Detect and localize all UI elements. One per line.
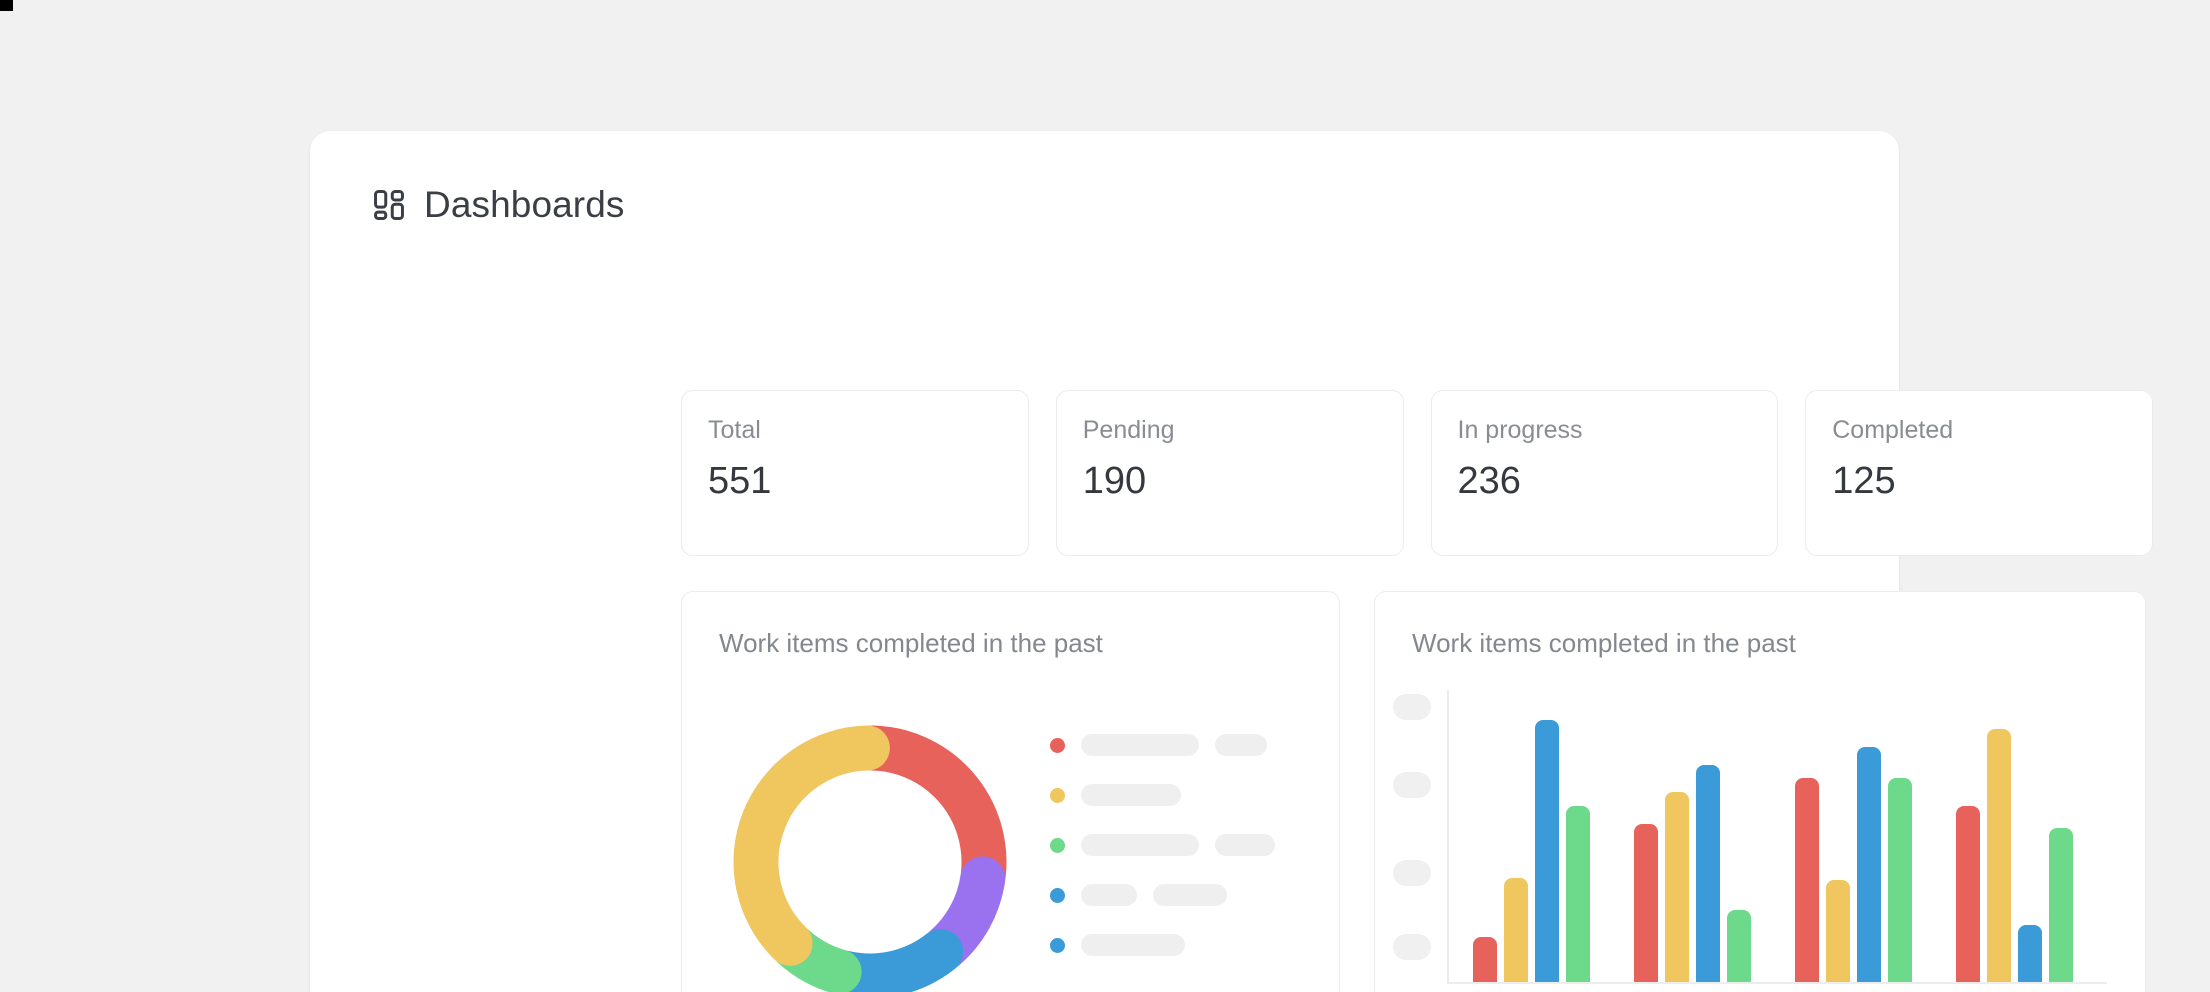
donut-chart[interactable] <box>720 712 1020 992</box>
legend-item[interactable] <box>1050 784 1275 806</box>
legend-color-dot <box>1050 887 1065 903</box>
bar[interactable] <box>1473 937 1497 982</box>
dashboard-grid-icon <box>374 189 404 220</box>
page-title: Dashboards <box>424 184 625 225</box>
donut-segment[interactable] <box>733 725 890 966</box>
y-axis-label-skeleton <box>1393 860 1431 886</box>
legend-label-skeleton <box>1215 734 1267 756</box>
legend-item[interactable] <box>1050 734 1275 756</box>
bar[interactable] <box>1535 720 1559 982</box>
legend-item[interactable] <box>1050 834 1275 856</box>
stat-label: In progress <box>1457 416 1583 444</box>
y-axis-label-skeleton <box>1393 934 1431 960</box>
legend-label-skeleton <box>1215 834 1275 856</box>
stat-card-pending[interactable]: Pending 190 <box>1055 390 1404 556</box>
x-axis-line <box>1447 982 2107 984</box>
bar[interactable] <box>1795 778 1819 982</box>
legend-item[interactable] <box>1050 934 1275 956</box>
y-axis-label-skeleton <box>1393 772 1431 798</box>
bar[interactable] <box>1634 824 1658 982</box>
bar[interactable] <box>1727 910 1751 982</box>
bar[interactable] <box>2018 925 2042 982</box>
stat-label: Completed <box>1832 416 1954 444</box>
legend-label-skeleton <box>1081 934 1185 956</box>
legend-color-dot <box>1050 837 1065 853</box>
bar-group <box>1956 688 2083 982</box>
bar[interactable] <box>1956 806 1980 982</box>
bar-group <box>1795 688 1922 982</box>
stat-value: 551 <box>708 460 772 502</box>
legend-color-dot <box>1050 737 1065 753</box>
page-header: Dashboards <box>372 186 625 223</box>
donut-chart-panel[interactable]: Work items completed in the past <box>681 591 1340 992</box>
stat-card-completed[interactable]: Completed 125 <box>1805 390 2153 556</box>
bar[interactable] <box>1826 880 1850 982</box>
donut-chart-area <box>682 692 1339 992</box>
bar-chart-area <box>1375 688 2145 992</box>
legend-label-skeleton <box>1081 834 1199 856</box>
legend-color-dot <box>1050 937 1065 953</box>
stat-value: 125 <box>1832 460 1896 502</box>
stat-card-in-progress[interactable]: In progress 236 <box>1430 390 1779 556</box>
legend-label-skeleton <box>1081 884 1137 906</box>
bar-group <box>1473 688 1600 982</box>
y-axis-skeleton-labels <box>1393 688 1439 978</box>
stat-card-total[interactable]: Total 551 <box>681 390 1029 556</box>
legend-color-dot <box>1050 787 1065 803</box>
bar[interactable] <box>1696 765 1720 982</box>
bar[interactable] <box>1504 878 1528 982</box>
donut-legend <box>1050 734 1275 956</box>
legend-label-skeleton <box>1081 734 1199 756</box>
bar[interactable] <box>1566 806 1590 982</box>
bar[interactable] <box>1987 729 2011 982</box>
stat-label: Pending <box>1082 416 1175 444</box>
corner-artifact <box>0 0 13 11</box>
panels-row: Work items completed in the past Work it… <box>681 591 2153 992</box>
stat-label: Total <box>708 416 761 444</box>
legend-item[interactable] <box>1050 884 1275 906</box>
legend-label-skeleton <box>1153 884 1227 906</box>
stat-value: 190 <box>1082 460 1147 502</box>
panel-title: Work items completed in the past <box>1412 628 1796 658</box>
legend-label-skeleton <box>1081 784 1181 806</box>
bar[interactable] <box>1857 747 1881 982</box>
bar[interactable] <box>2049 828 2073 982</box>
stat-value: 236 <box>1457 460 1521 502</box>
bar-chart-plot[interactable] <box>1449 688 2107 982</box>
y-axis-label-skeleton <box>1393 694 1431 720</box>
bar-group <box>1634 688 1761 982</box>
y-axis-line <box>1447 690 1449 984</box>
bar[interactable] <box>1665 792 1689 982</box>
dashboard-card: Dashboards Total 551 Pending 190 In prog… <box>310 131 2153 992</box>
panel-title: Work items completed in the past <box>719 628 1103 658</box>
bar[interactable] <box>1888 778 1912 982</box>
bar-chart-panel[interactable]: Work items completed in the past <box>1374 591 2146 992</box>
stats-row: Total 551 Pending 190 In progress 236 Co… <box>681 390 2153 556</box>
donut-segment[interactable] <box>850 725 1007 897</box>
